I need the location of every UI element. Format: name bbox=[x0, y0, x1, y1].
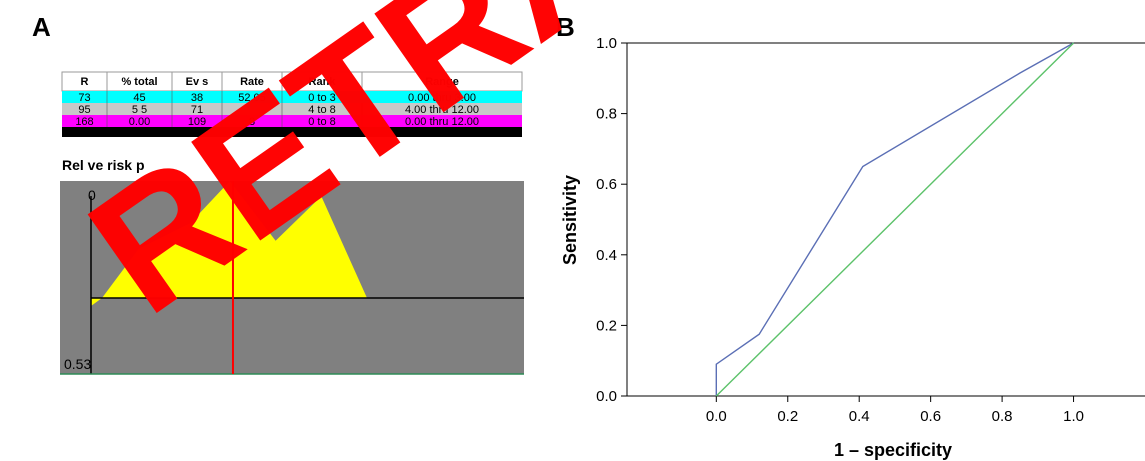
panel-a-label: A bbox=[32, 12, 51, 42]
table-cell: 0.00 thru 12.00 bbox=[405, 116, 479, 128]
table-cell: 4 to 8 bbox=[308, 104, 336, 116]
table-cell: 4.00 thru 12.00 bbox=[405, 104, 479, 116]
table-cell: 38 bbox=[191, 92, 203, 104]
relative-risk-plot bbox=[60, 181, 524, 375]
table-column-header: Rate bbox=[240, 76, 264, 88]
roc-x-axis-title: 1 – specificity bbox=[834, 440, 952, 460]
table-cell: 109 bbox=[188, 116, 206, 128]
table-column-header: R bbox=[81, 76, 89, 88]
table-cell: 0.00 thru 3.00 bbox=[408, 92, 476, 104]
table-column-header: Ev s bbox=[186, 76, 209, 88]
roc-reference-line bbox=[715, 42, 1075, 397]
roc-x-tick-label: 0.6 bbox=[920, 408, 941, 425]
table-cell: 95 bbox=[78, 104, 90, 116]
table-cell: 0 to 8 bbox=[308, 116, 336, 128]
table-row bbox=[62, 91, 522, 103]
roc-y-tick-label: 0.4 bbox=[596, 247, 617, 264]
panel-b-label: B bbox=[556, 12, 575, 42]
roc-y-tick-label: 0.6 bbox=[596, 176, 617, 193]
retracted-watermark: RETRACTED bbox=[57, 0, 1053, 351]
risk-plot-bottom-label: 0.53 bbox=[64, 356, 91, 372]
roc-chart: 0.0 0.2 0.4 0.6 0.8 1.0 0.0 0.2 0.4 0.6 0.8 1.0 bbox=[596, 35, 1145, 425]
table-cell: 73 bbox=[78, 92, 90, 104]
table-row bbox=[62, 103, 522, 115]
roc-y-tick-label: 1.0 bbox=[596, 35, 617, 52]
roc-y-tick-label: 0.0 bbox=[596, 388, 617, 405]
table-cell: 52.05 bbox=[238, 92, 266, 104]
roc-y-tick-label: 0.2 bbox=[596, 317, 617, 334]
risk-profile-sliver bbox=[91, 298, 102, 306]
table-column-header: Rank bbox=[309, 76, 337, 88]
risk-table: R % total Ev s Rate Rank Range 73 45 38 52.05 0 to… bbox=[61, 71, 523, 137]
table-footer-band bbox=[62, 127, 522, 137]
risk-plot-top-label: 0 bbox=[88, 187, 96, 203]
risk-profile-area bbox=[102, 181, 367, 298]
roc-x-tick-label: 0.8 bbox=[992, 408, 1013, 425]
relative-risk-title: Rel ve risk p bbox=[62, 157, 145, 173]
table-column-header: % total bbox=[121, 76, 157, 88]
roc-y-tick-label: 0.8 bbox=[596, 106, 617, 123]
roc-curve bbox=[715, 42, 1074, 396]
roc-x-tick-label: 0.2 bbox=[777, 408, 798, 425]
table-cell: 168 bbox=[75, 116, 93, 128]
table-cell: 8 bbox=[249, 116, 255, 128]
roc-y-axis-title: Sensitivity bbox=[560, 175, 580, 265]
roc-x-tick-label: 0.4 bbox=[849, 408, 870, 425]
table-cell: 5 5 bbox=[132, 104, 147, 116]
table-cell: 0 to 3 bbox=[308, 92, 336, 104]
table-row bbox=[62, 115, 522, 127]
roc-x-tick-label: 1.0 bbox=[1063, 408, 1084, 425]
table-cell: 45 bbox=[133, 92, 145, 104]
roc-x-tick-label: 0.0 bbox=[706, 408, 727, 425]
table-column-header: Range bbox=[425, 76, 459, 88]
table-cell: 0.00 bbox=[129, 116, 150, 128]
table-cell: 71 bbox=[191, 104, 203, 116]
